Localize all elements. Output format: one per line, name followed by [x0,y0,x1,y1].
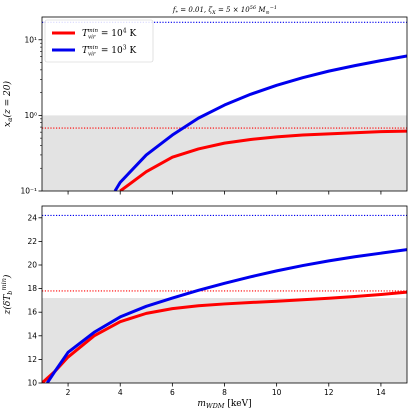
top-y-tick-label: 10⁻¹ [20,187,37,196]
bottom-y-tick-label: 12 [27,355,37,364]
bottom-axes-frame [41,205,408,384]
top-shaded-region [42,115,407,191]
top-y-tick-label: 10⁰ [24,111,37,120]
x-tick-label: 10 [272,388,282,397]
x-tick-label: 14 [376,388,386,397]
top-series-line-1 [113,54,407,191]
x-tick-label: 12 [324,388,334,397]
x-tick-label: 6 [170,388,175,397]
bottom-y-tick-label: 14 [27,331,37,340]
top-axes-frame [41,16,408,192]
top-y-axis-label: xα(z = 20) [2,81,14,127]
bottom-y-tick-label: 22 [27,237,37,246]
bottom-series-line-1 [45,248,407,383]
chart-title: f* = 0.01, ζX = 5 × 1056 M⊙−1 [172,5,277,16]
bottom-y-axis-label: z(δTbmin) [0,274,14,315]
bottom-y-tick-label: 10 [27,379,37,388]
bottom-series-line-0 [42,290,407,383]
x-axis-label: mWDM [keV] [197,399,251,410]
bottom-y-tick-label: 16 [27,308,37,317]
legend: Tvirmin = 104 K Tvirmin = 103 K [44,19,154,63]
top-series-line-0 [119,129,407,191]
legend-label-1: Tvirmin = 103 K [82,45,136,58]
bottom-y-tick-label: 18 [27,284,37,293]
x-tick-label: 4 [118,388,123,397]
bottom-y-tick-label: 20 [27,261,37,270]
bottom-shaded-region [42,298,407,383]
top-panel: 10⁻¹ 10⁰ 10¹ xα(z = 20) [2,16,408,196]
top-y-tick-label: 10¹ [24,35,37,44]
x-tick-label: 8 [222,388,227,397]
x-tick-label: 2 [66,388,71,397]
legend-label-0: Tvirmin = 104 K [82,28,136,41]
bottom-y-tick-label: 24 [27,213,37,222]
